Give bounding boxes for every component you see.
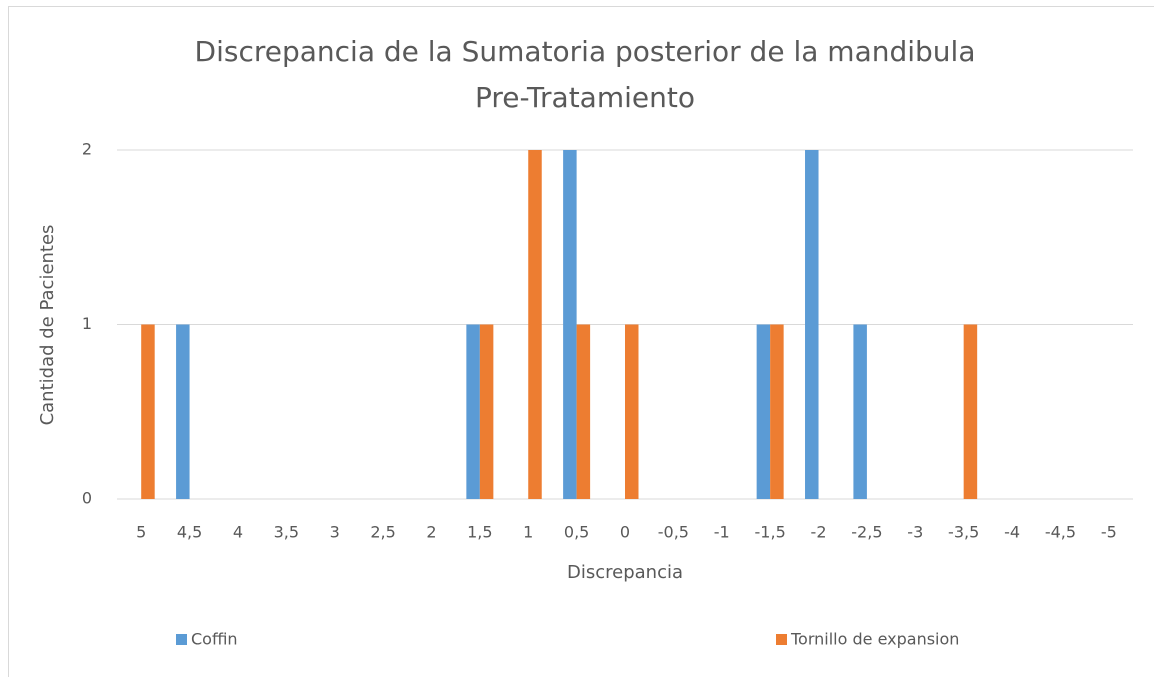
x-tick-label: -1 — [714, 523, 730, 542]
bar — [853, 324, 867, 499]
chart-subtitle: Pre-Tratamiento — [475, 81, 695, 114]
chart-title: Discrepancia de la Sumatoria posterior d… — [195, 35, 976, 68]
x-tick-label: 2,5 — [370, 523, 395, 542]
bar — [805, 150, 819, 499]
x-tick-label: -0,5 — [658, 523, 689, 542]
y-tick-label: 1 — [82, 314, 92, 333]
x-tick-label: 0,5 — [564, 523, 589, 542]
bar — [466, 324, 480, 499]
bar — [528, 150, 542, 499]
x-axis-label: Discrepancia — [567, 562, 683, 583]
x-tick-label: -3 — [907, 523, 923, 542]
bar — [963, 324, 978, 499]
chart-frame — [8, 6, 1154, 677]
y-tick-label: 0 — [82, 489, 92, 508]
x-tick-label: 4 — [233, 523, 243, 542]
bar — [625, 324, 639, 499]
x-tick-label: 3 — [330, 523, 340, 542]
bar — [563, 150, 577, 499]
x-tick-label: 1,5 — [467, 523, 492, 542]
x-tick-label: -3,5 — [948, 523, 979, 542]
bar — [756, 324, 771, 499]
x-tick-label: -1,5 — [755, 523, 786, 542]
bar — [176, 324, 190, 499]
bar — [770, 324, 784, 499]
bar — [141, 324, 155, 499]
y-axis-label: Cantidad de Pacientes — [37, 225, 58, 426]
bar — [479, 324, 494, 499]
legend-label: Coffin — [191, 630, 238, 649]
legend-label: Tornillo de expansion — [790, 630, 959, 649]
x-tick-label: -2,5 — [851, 523, 882, 542]
x-tick-label: 4,5 — [177, 523, 202, 542]
bar — [576, 324, 591, 499]
x-tick-label: 3,5 — [274, 523, 299, 542]
x-tick-label: 0 — [620, 523, 630, 542]
x-tick-label: -5 — [1101, 523, 1117, 542]
x-tick-label: -4,5 — [1045, 523, 1076, 542]
x-tick-label: -4 — [1004, 523, 1020, 542]
y-tick-label: 2 — [82, 140, 92, 159]
legend-swatch — [176, 634, 187, 645]
legend-swatch — [776, 634, 787, 645]
x-tick-label: 5 — [136, 523, 146, 542]
x-tick-label: 1 — [523, 523, 533, 542]
x-tick-label: 2 — [426, 523, 436, 542]
x-tick-label: -2 — [811, 523, 827, 542]
